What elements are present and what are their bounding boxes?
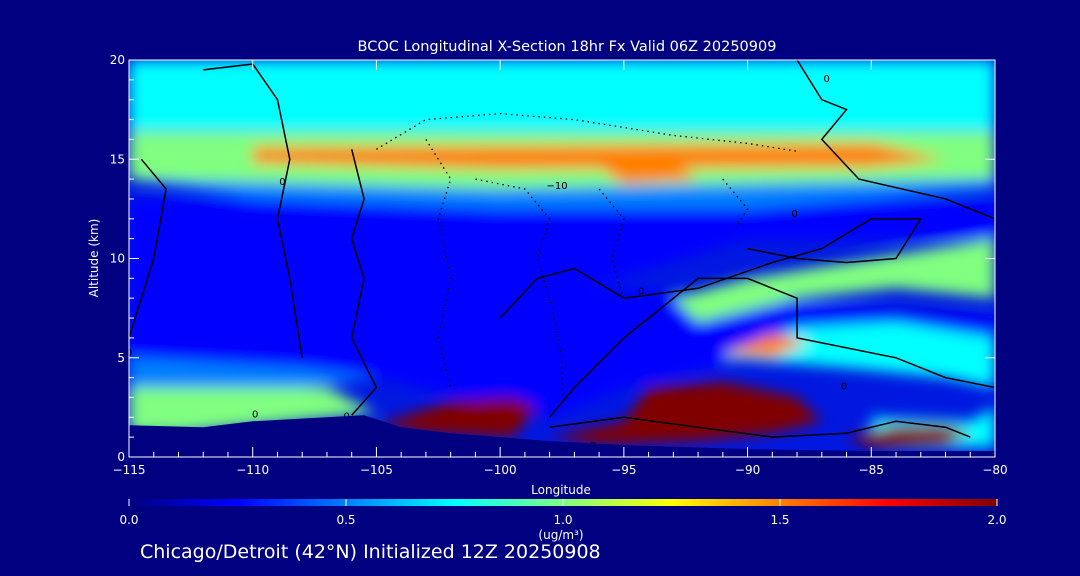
contour-solid-4 [796,60,995,220]
chart-title: BCOC Longitudinal X-Section 18hr Fx Vali… [358,39,777,55]
concentration-region-15 [846,425,971,448]
concentration-region-11 [252,143,946,170]
terrain-mask [129,415,995,457]
contour-solid-0 [129,158,167,339]
contour-label-0: 0 [279,177,285,188]
concentration-region-3 [129,387,377,434]
contour-label-3: 0 [791,209,797,220]
y-tick-label: 20 [110,53,125,67]
contour-label-1: 0 [824,74,830,85]
concentration-region-13 [376,397,538,438]
x-tick-label: −110 [236,463,269,477]
concentration-region-5 [673,238,995,322]
initialization-footer: Chicago/Detroit (42°N) Initialized 12Z 2… [140,541,601,563]
contour-dashed-1 [425,139,452,388]
colorbar-tick-label: 0.5 [336,513,355,527]
concentration-region-1 [376,278,995,418]
colorbar-ticks: 0.0 0.5 1.0 1.5 2.0 [119,499,1007,527]
y-tick-label: 10 [110,252,125,266]
contour-label-8: 0 [841,382,847,393]
x-tick-label: −80 [982,463,1007,477]
contour-label-6: 0 [252,409,258,420]
x-tick-label: −105 [360,463,393,477]
contour-label-2: −10 [546,181,567,192]
x-tick-label: −115 [113,463,146,477]
contour-solid-5 [549,277,995,418]
concentration-region-14 [549,381,822,446]
concentration-region-9 [129,60,995,130]
x-tick-label: −100 [484,463,517,477]
contour-label-5: 0 [126,348,132,359]
concentration-field [129,60,995,448]
plot-area: 00−10000000−20 [126,60,995,457]
x-tick-label: −95 [611,463,636,477]
y-tick-label: 15 [110,152,125,166]
concentration-region-2 [129,357,377,388]
x-axis-label: Longitude [531,483,591,497]
y-axis-label: Altitude (km) [87,219,101,298]
contour-dashed-4 [722,178,749,230]
contour-solid-2 [350,149,378,416]
contour-solid-3 [499,218,923,319]
colorbar-tick-label: 1.5 [770,513,789,527]
contour-dashed-2 [475,178,563,398]
contour-label-4: 0 [638,286,644,297]
colorbar: 0.0 0.5 1.0 1.5 2.0 (ug/m³) [119,499,1007,542]
y-tick-label: 0 [117,450,125,464]
colorbar-unit-label: (ug/m³) [538,528,583,542]
contour-solid-6 [549,416,971,438]
x-tick-label: −85 [859,463,884,477]
x-tick-label: −90 [735,463,760,477]
concentration-region-12 [599,163,699,184]
y-tick-label: 5 [117,351,125,365]
colorbar-tick-label: 0.0 [119,513,138,527]
colorbar-tick-label: 1.0 [553,513,572,527]
concentration-region-7 [722,333,810,358]
colorbar-tick-label: 2.0 [987,513,1006,527]
